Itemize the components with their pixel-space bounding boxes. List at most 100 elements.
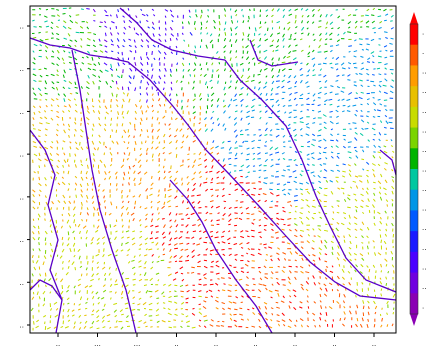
vector-mark <box>60 325 64 329</box>
vector-mark <box>354 163 357 166</box>
vector-mark <box>156 320 160 323</box>
vector-mark <box>259 37 262 42</box>
vector-mark <box>299 173 303 177</box>
vector-mark <box>343 145 346 149</box>
vector-mark <box>168 231 171 235</box>
vector-mark <box>390 14 394 18</box>
vector-mark <box>96 225 100 229</box>
vector-mark <box>187 68 190 72</box>
vector-mark <box>203 241 208 244</box>
vector-mark <box>95 309 100 313</box>
vector-mark <box>366 72 370 76</box>
vector-mark <box>310 152 315 155</box>
vector-mark <box>80 8 84 10</box>
vector-mark <box>235 80 239 84</box>
vector-mark <box>151 241 155 244</box>
vector-mark <box>341 67 346 70</box>
vector-mark <box>301 257 304 261</box>
vector-mark <box>306 126 310 129</box>
vector-mark <box>200 26 203 30</box>
vector-mark <box>312 68 315 72</box>
vector-mark <box>211 158 215 163</box>
vector-mark <box>299 182 304 185</box>
vector-mark <box>38 165 41 169</box>
vector-mark <box>163 224 166 229</box>
vector-mark <box>140 117 143 122</box>
vector-mark <box>317 26 322 28</box>
vector-mark <box>210 235 214 238</box>
vector-mark <box>269 188 273 191</box>
vector-mark <box>383 31 388 33</box>
vector-mark <box>362 187 364 191</box>
vector-mark <box>347 194 351 197</box>
vector-mark <box>259 235 263 239</box>
vector-mark <box>66 219 70 224</box>
vector-mark <box>257 146 261 149</box>
vector-mark <box>116 75 121 79</box>
vector-mark <box>203 73 207 78</box>
vector-mark <box>278 57 280 61</box>
vector-mark <box>122 158 125 162</box>
vector-mark <box>361 282 364 285</box>
colorbar-segment <box>410 210 418 232</box>
vector-mark <box>139 205 142 209</box>
y-tick-label: .. <box>20 322 24 330</box>
vector-mark <box>129 121 132 125</box>
vector-mark <box>98 201 101 206</box>
vector-mark <box>164 15 167 18</box>
vector-mark <box>286 165 291 167</box>
vector-mark <box>379 80 382 83</box>
vector-mark <box>330 151 334 154</box>
vector-mark <box>137 303 141 306</box>
vector-mark <box>56 9 60 11</box>
vector-mark <box>286 242 291 245</box>
vector-mark <box>361 158 365 161</box>
vector-mark <box>364 128 369 130</box>
vector-mark <box>347 270 351 274</box>
vector-mark <box>336 39 340 43</box>
vector-mark <box>352 122 357 124</box>
vector-mark <box>164 39 167 43</box>
vector-mark <box>282 295 285 299</box>
vector-mark <box>305 181 309 185</box>
vector-mark <box>247 247 251 251</box>
vector-mark <box>194 56 197 59</box>
vector-mark <box>264 199 268 203</box>
vector-mark <box>286 55 291 59</box>
vector-mark <box>331 246 334 251</box>
vector-mark <box>367 300 370 304</box>
vector-mark <box>149 193 153 197</box>
vector-mark <box>353 252 358 256</box>
vector-mark <box>107 320 111 323</box>
vector-mark <box>318 324 321 328</box>
vector-mark <box>335 44 340 47</box>
vector-mark <box>366 179 369 184</box>
vector-mark <box>86 146 89 150</box>
vector-mark <box>157 194 160 197</box>
vector-mark <box>391 210 394 214</box>
vector-mark <box>271 39 275 43</box>
vector-mark <box>288 270 292 274</box>
vector-mark <box>99 21 103 23</box>
vector-mark <box>96 242 100 245</box>
vector-mark <box>44 140 47 143</box>
vector-mark <box>104 212 107 216</box>
vector-mark <box>93 20 96 22</box>
vector-mark <box>205 171 208 174</box>
vector-mark <box>216 98 220 102</box>
vector-mark <box>312 93 316 97</box>
vector-mark <box>253 206 257 209</box>
vector-mark <box>188 15 192 18</box>
vector-mark <box>174 182 178 185</box>
vector-mark <box>32 36 37 39</box>
vector-mark <box>115 254 118 257</box>
vector-mark <box>33 145 38 148</box>
vector-mark <box>134 45 137 49</box>
vector-mark <box>156 302 159 305</box>
vector-mark <box>306 97 310 101</box>
vector-mark <box>179 164 184 167</box>
vector-mark <box>174 313 178 316</box>
vector-mark <box>276 320 280 323</box>
vector-mark <box>368 276 370 280</box>
vector-mark <box>222 123 225 127</box>
